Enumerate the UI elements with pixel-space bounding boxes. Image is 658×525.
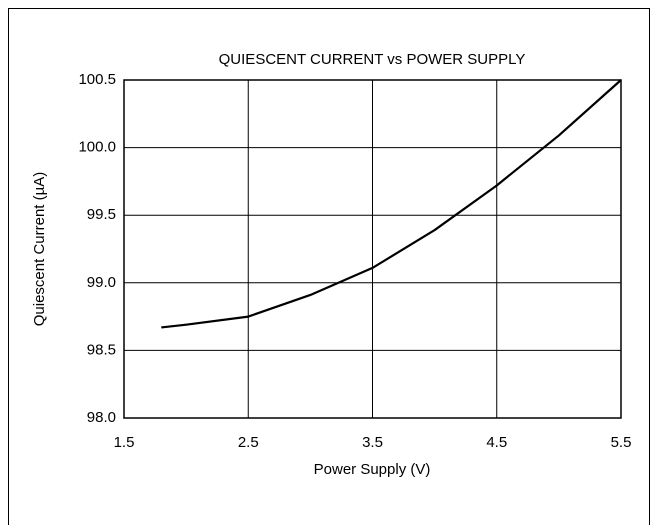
y-tick-label: 99.0 [87,274,116,291]
y-tick-label: 98.0 [87,409,116,426]
y-axis-label: Quiescent Current (µA) [31,172,48,327]
x-tick-label: 1.5 [114,434,135,451]
y-tick-label: 99.5 [87,206,116,223]
x-tick-label: 3.5 [362,434,383,451]
y-tick-label: 98.5 [87,341,116,358]
x-axis-label: Power Supply (V) [314,461,431,478]
data-line [161,79,622,329]
x-tick-label: 2.5 [238,434,259,451]
x-tick-label: 4.5 [486,434,507,451]
y-tick-label: 100.0 [78,139,116,156]
chart-title: QUIESCENT CURRENT vs POWER SUPPLY [219,51,526,68]
frame [8,8,650,525]
x-tick-label: 5.5 [611,434,632,451]
y-tick-label: 100.5 [78,71,116,88]
